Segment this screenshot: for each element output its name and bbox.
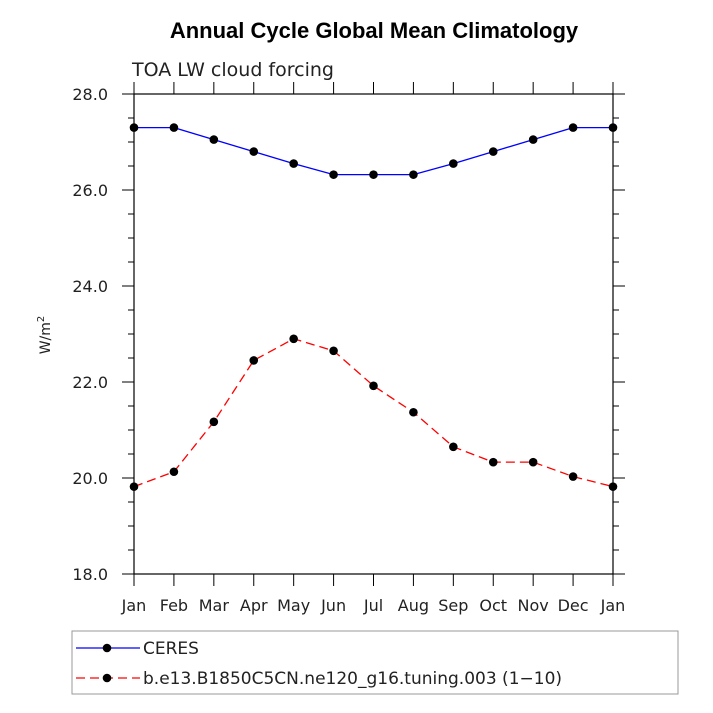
legend-label: b.e13.B1850C5CN.ne120_g16.tuning.003 (1−…: [143, 669, 562, 689]
data-point: [488, 147, 498, 156]
x-tick-label: Apr: [240, 596, 268, 615]
legend: CERES b.e13.B1850C5CN.ne120_g16.tuning.00…: [71, 630, 679, 695]
y-tick-label: 20.0: [72, 469, 108, 488]
data-point: [369, 381, 378, 391]
legend-swatch-marker: [102, 643, 112, 653]
legend-box: [71, 630, 679, 695]
x-tick-label: Jan: [121, 596, 147, 615]
data-point: [169, 467, 179, 477]
x-tick-label: Mar: [199, 596, 230, 615]
data-point: [289, 159, 298, 168]
series-2: [129, 334, 618, 491]
data-point: [568, 123, 578, 132]
data-point: [608, 482, 618, 491]
x-tick-label: Jul: [363, 596, 383, 615]
series-layer: [129, 123, 618, 491]
y-tick-label: 26.0: [72, 181, 108, 200]
series-1: [129, 123, 618, 179]
x-tick-label: Dec: [558, 596, 589, 615]
data-point: [129, 123, 139, 132]
data-point: [329, 346, 338, 356]
series-line: [134, 126, 613, 176]
y-tick-label: 18.0: [72, 565, 108, 584]
data-point: [249, 356, 259, 365]
legend-swatch-marker: [102, 673, 112, 683]
data-point: [209, 417, 219, 427]
data-point: [289, 334, 298, 344]
data-point: [409, 170, 418, 179]
x-tick-label: Feb: [160, 596, 188, 615]
data-point: [608, 123, 618, 132]
plot-frame: [133, 93, 614, 575]
x-tick-label: Aug: [398, 596, 429, 615]
x-tick-label: Jan: [600, 596, 626, 615]
data-point: [568, 472, 578, 481]
series-line: [133, 338, 614, 488]
legend-label: CERES: [143, 639, 199, 659]
y-tick-label: 24.0: [72, 277, 108, 296]
x-tick-label: Jun: [320, 596, 346, 615]
y-tick-label: 28.0: [72, 85, 108, 104]
data-point: [409, 407, 418, 417]
data-point: [528, 135, 538, 144]
y-tick-label: 22.0: [72, 373, 108, 392]
data-point: [528, 457, 538, 467]
chart-title: Annual Cycle Global Mean Climatology: [170, 18, 579, 43]
data-point: [129, 482, 139, 491]
y-axis-label-exponent: 2: [36, 316, 47, 322]
chart-subtitle: TOA LW cloud forcing: [131, 59, 334, 81]
data-point: [169, 123, 179, 132]
x-tick-label: May: [277, 596, 310, 615]
data-point: [449, 442, 458, 452]
data-point: [369, 170, 378, 179]
y-axis-label: W/m2: [36, 316, 54, 355]
data-point: [449, 159, 458, 168]
data-point: [209, 135, 219, 144]
y-axis-label-unit: W/m: [38, 322, 54, 354]
data-point: [329, 170, 338, 179]
data-point: [488, 457, 498, 467]
x-tick-label: Oct: [479, 596, 507, 615]
data-point: [249, 147, 259, 156]
x-tick-label: Nov: [518, 596, 549, 615]
axes: 18.0 20.0 22.0 24.0 26.0 28.0 Jan Feb Mar Apr May J…: [72, 82, 625, 615]
x-tick-label: Sep: [438, 596, 468, 615]
